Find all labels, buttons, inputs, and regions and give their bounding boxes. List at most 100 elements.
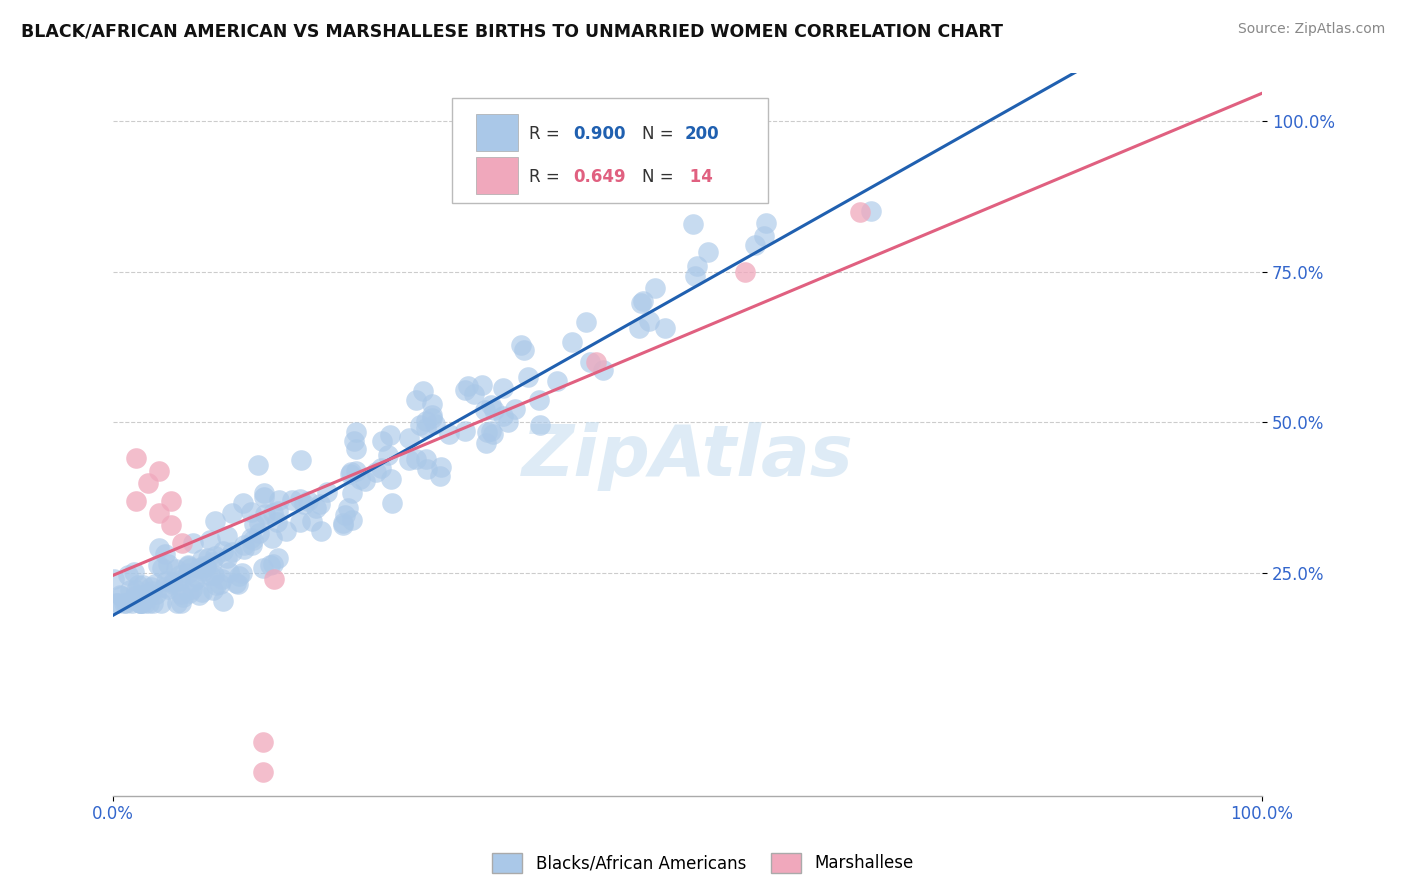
Point <box>630 295 652 310</box>
Point <box>136 475 159 490</box>
Text: BLACK/AFRICAN AMERICAN VS MARSHALLESE BIRTHS TO UNMARRIED WOMEN CORRELATION CHAR: BLACK/AFRICAN AMERICAN VS MARSHALLESE BI… <box>21 22 1002 40</box>
Point <box>479 398 502 412</box>
Point <box>221 506 243 520</box>
Point <box>221 544 243 558</box>
Point <box>412 384 434 399</box>
Point <box>423 417 446 431</box>
Point <box>316 485 339 500</box>
Point <box>364 465 387 479</box>
Point <box>226 577 249 591</box>
Point <box>263 572 285 586</box>
Point <box>644 281 666 295</box>
Point <box>398 432 420 446</box>
Point <box>546 375 568 389</box>
Point <box>575 315 598 329</box>
Point <box>510 338 533 352</box>
Point <box>179 586 201 600</box>
Point <box>233 538 256 552</box>
Point <box>340 486 363 500</box>
Point <box>107 596 129 610</box>
Point <box>242 533 264 547</box>
Point <box>181 582 204 597</box>
Point <box>439 426 461 441</box>
Point <box>231 566 253 581</box>
Point <box>148 541 170 555</box>
Point <box>301 515 323 529</box>
Point <box>125 493 148 508</box>
Point <box>125 582 148 597</box>
Point <box>124 589 146 603</box>
Point <box>191 585 214 599</box>
Point <box>215 551 238 566</box>
Point <box>108 588 131 602</box>
Point <box>162 576 184 591</box>
Point <box>155 580 177 594</box>
Point <box>247 516 270 531</box>
Point <box>262 506 284 520</box>
Point <box>281 492 304 507</box>
Point <box>204 549 226 563</box>
Text: N =: N = <box>641 125 679 143</box>
Point <box>212 544 235 558</box>
Point <box>492 381 515 395</box>
Point <box>172 591 194 605</box>
Point <box>381 496 404 510</box>
Point <box>405 393 427 408</box>
Point <box>162 575 184 590</box>
Text: 0.649: 0.649 <box>572 168 626 186</box>
Point <box>150 596 173 610</box>
Point <box>132 578 155 592</box>
Point <box>233 542 256 557</box>
Point <box>492 409 515 423</box>
Point <box>118 582 141 597</box>
Point <box>405 451 427 466</box>
Point <box>253 507 276 521</box>
Point <box>112 596 135 610</box>
Point <box>172 536 194 550</box>
Point <box>195 560 218 574</box>
Point <box>755 216 778 230</box>
Point <box>201 582 224 597</box>
Point <box>139 580 162 594</box>
Point <box>252 734 274 748</box>
Text: R =: R = <box>529 125 565 143</box>
Point <box>159 493 181 508</box>
Point <box>169 574 191 588</box>
Point <box>503 402 526 417</box>
Point <box>457 379 479 393</box>
Point <box>849 204 872 219</box>
Point <box>200 533 222 548</box>
Point <box>290 492 312 507</box>
Point <box>145 587 167 601</box>
Point <box>344 465 367 479</box>
Point <box>110 589 132 603</box>
Point <box>177 558 200 572</box>
Point <box>344 425 367 440</box>
Point <box>211 573 233 587</box>
Point <box>150 561 173 575</box>
Text: 0.900: 0.900 <box>572 125 626 143</box>
Point <box>186 571 208 585</box>
Point <box>585 355 607 369</box>
Point <box>142 596 165 610</box>
Point <box>252 764 274 779</box>
Point <box>103 572 125 586</box>
Point <box>479 424 502 438</box>
Point <box>201 555 224 569</box>
Point <box>157 557 180 571</box>
Point <box>267 550 290 565</box>
Point <box>266 515 288 529</box>
Point <box>136 587 159 601</box>
Point <box>247 458 270 473</box>
Point <box>474 403 496 417</box>
Point <box>274 524 297 539</box>
Text: 200: 200 <box>685 125 718 143</box>
Point <box>266 504 288 518</box>
Point <box>529 417 551 432</box>
Point <box>129 596 152 610</box>
Point <box>370 461 392 475</box>
Point <box>225 575 247 590</box>
Point <box>262 558 284 572</box>
Point <box>430 460 453 475</box>
Text: R =: R = <box>529 168 565 186</box>
